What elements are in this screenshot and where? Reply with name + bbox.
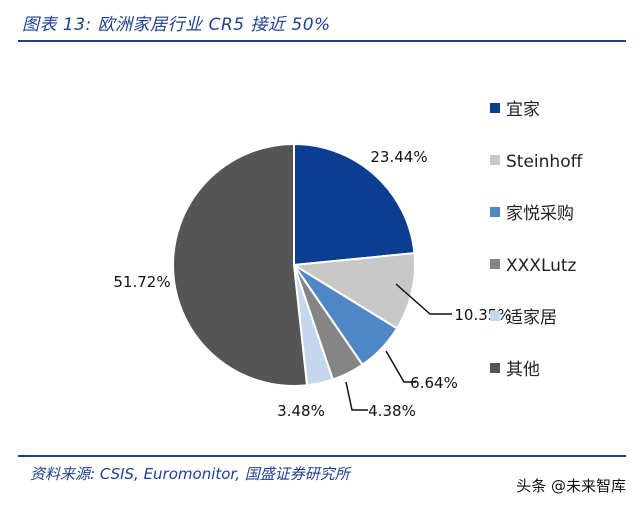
watermark: 头条 @未来智库	[516, 477, 626, 495]
leader-lines	[345, 283, 452, 411]
legend-label: Steinhoff	[506, 152, 583, 172]
legend-label: 宜家	[506, 100, 540, 120]
data-label-4: 4.38%	[368, 402, 416, 420]
source-note: 资料来源: CSIS, Euromonitor, 国盛证券研究所	[30, 465, 350, 483]
data-label-3: 6.64%	[410, 374, 458, 392]
leader-line-4	[345, 381, 368, 411]
legend-swatch	[490, 259, 500, 269]
data-label-1: 23.44%	[370, 148, 427, 166]
legend-swatch	[490, 103, 500, 113]
pie-slice-6	[172, 142, 309, 387]
legend-swatch	[490, 363, 500, 373]
pie-slice-2	[290, 252, 416, 330]
data-label-6: 51.72%	[113, 273, 170, 291]
page-title: 图表 13: 欧洲家居行业 CR5 接近 50%	[22, 15, 331, 35]
legend-label: 家悦采购	[506, 204, 574, 224]
legend-label: 其他	[506, 360, 540, 380]
data-label-5: 3.48%	[277, 402, 325, 420]
leader-line-3	[385, 350, 416, 383]
legend-swatch	[490, 207, 500, 217]
pie-slice-1	[293, 142, 416, 267]
top-divider	[18, 40, 626, 42]
data-labels: 23.44% 10.35% 6.64% 4.38% 3.48% 51.72%	[113, 148, 511, 420]
legend-label: 适家居	[506, 308, 557, 328]
legend-swatch	[490, 155, 500, 165]
legend-swatch	[490, 311, 500, 321]
legend-label: XXXLutz	[506, 256, 577, 276]
leader-line-2	[395, 283, 452, 315]
pie-slices	[172, 142, 416, 387]
data-label-2: 10.35%	[454, 306, 511, 324]
bottom-divider	[18, 455, 626, 457]
